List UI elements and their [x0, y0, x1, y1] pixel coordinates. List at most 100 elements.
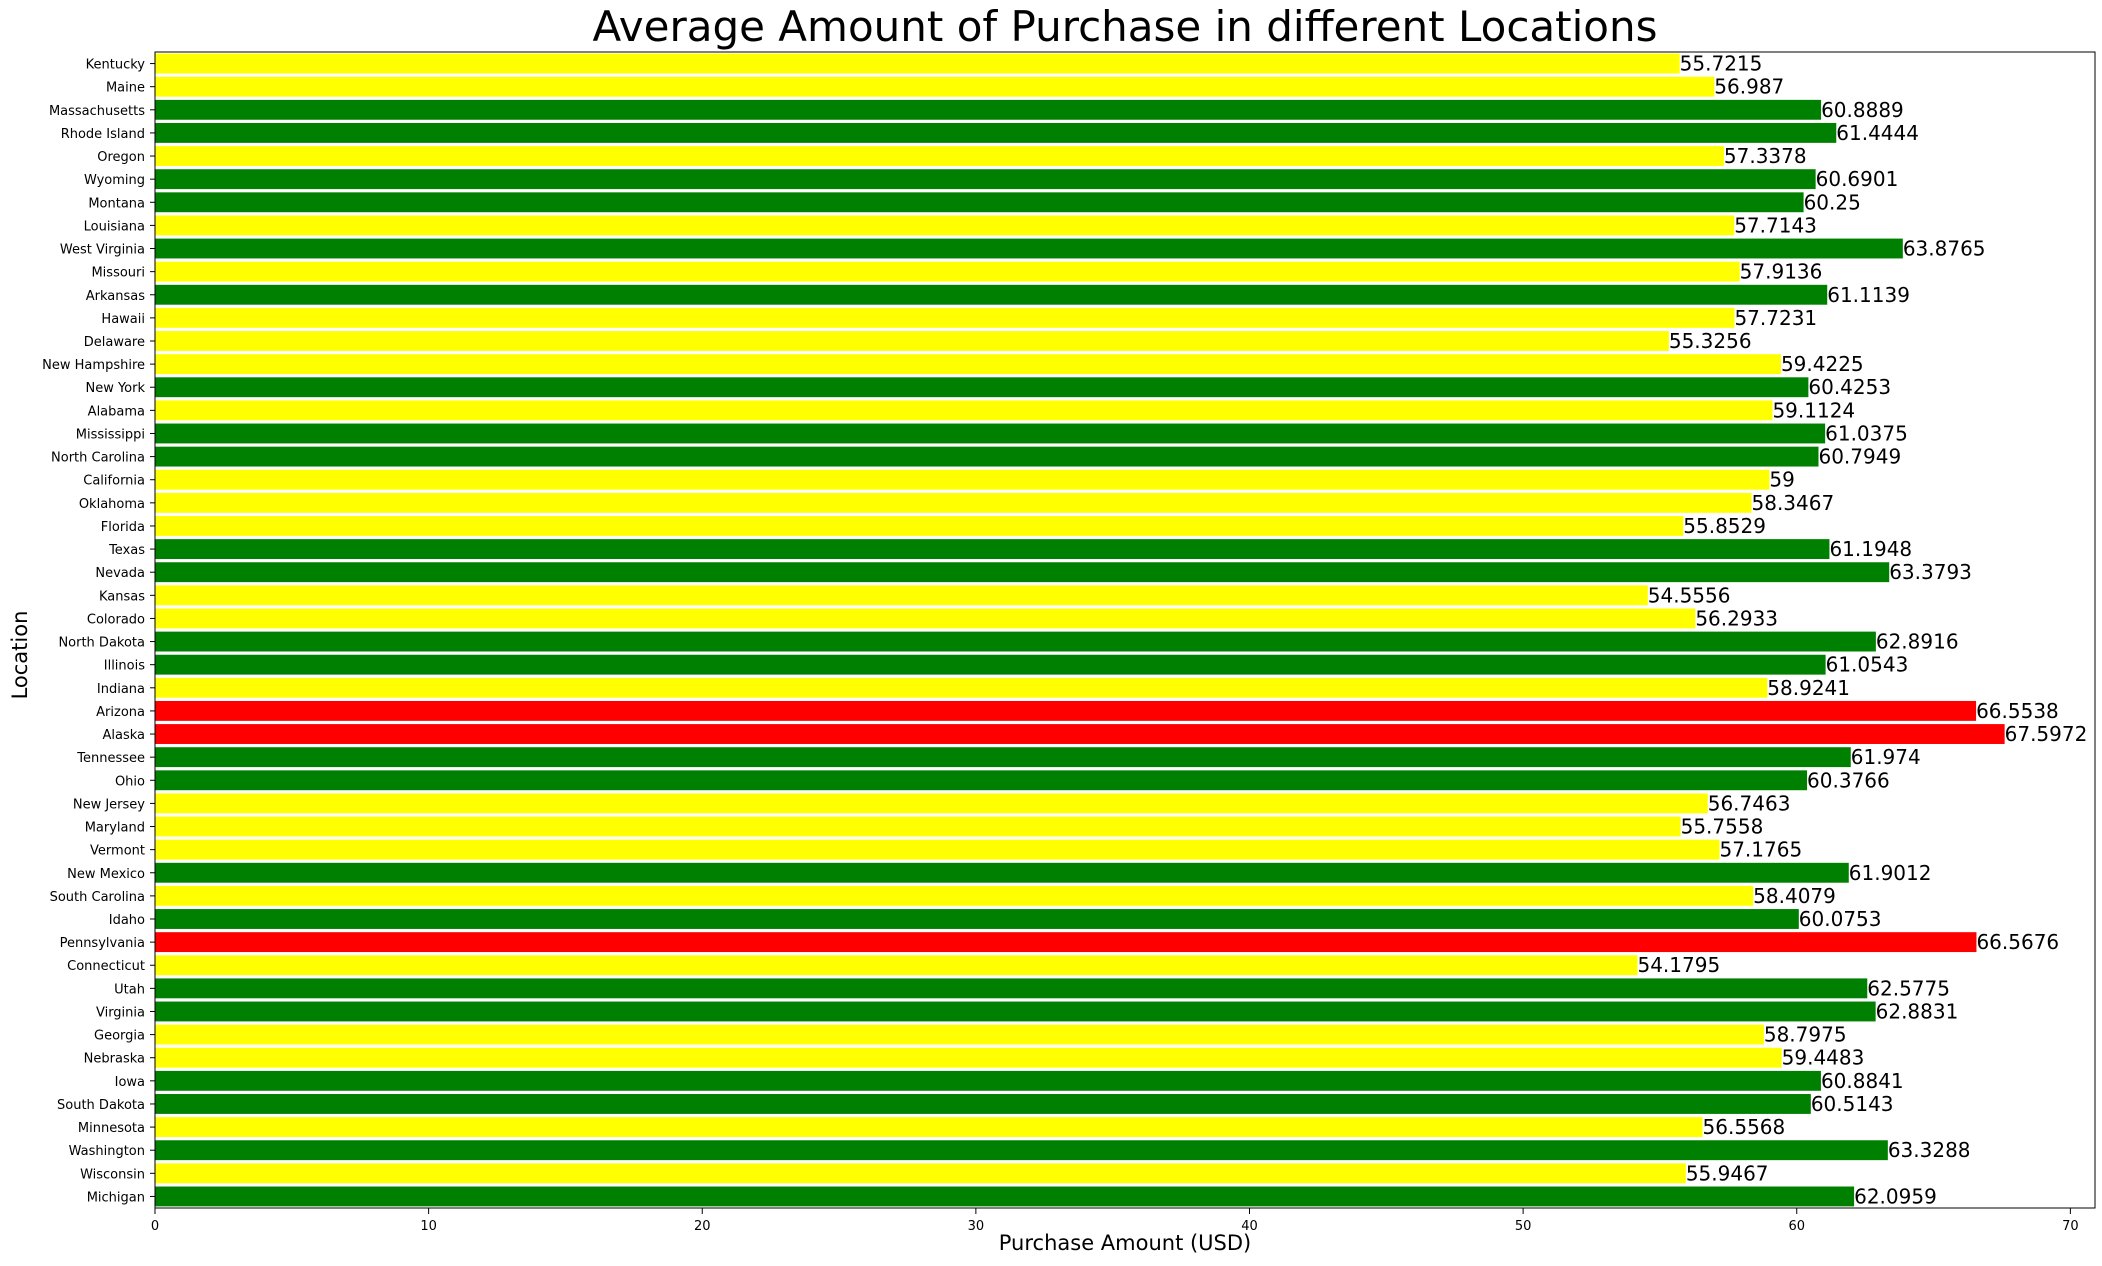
bar	[155, 1163, 1686, 1184]
y-tick-label: Washington	[69, 1144, 145, 1159]
bar-value-label: 56.7463	[1708, 791, 1791, 815]
y-tick-label: New Mexico	[67, 867, 145, 882]
bar-value-label: 63.3288	[1888, 1138, 1971, 1162]
y-tick-label: Louisiana	[84, 219, 145, 234]
bar-value-label: 60.6901	[1816, 167, 1899, 191]
bar-value-label: 54.5556	[1648, 583, 1731, 607]
bar-value-label: 57.7143	[1734, 213, 1817, 237]
y-tick-label: Michigan	[87, 1190, 145, 1205]
y-tick-label: South Carolina	[50, 890, 145, 905]
bar-value-label: 60.7949	[1818, 445, 1901, 469]
bar	[155, 53, 1680, 74]
y-tick-label: New Jersey	[73, 797, 145, 812]
bar-value-label: 62.8831	[1876, 999, 1959, 1023]
bar-value-label: 57.7231	[1734, 306, 1817, 330]
bar-value-label: 55.3256	[1669, 329, 1752, 353]
y-tick-label: Oregon	[97, 150, 145, 165]
y-tick-label: Georgia	[94, 1029, 145, 1044]
bar	[155, 562, 1890, 583]
bar	[155, 516, 1684, 536]
bar-value-label: 58.4079	[1753, 884, 1836, 908]
bar	[155, 654, 1826, 675]
x-tick-label: 40	[1241, 1219, 1258, 1234]
y-tick-label: Utah	[114, 982, 145, 997]
bar-value-label: 61.1139	[1827, 283, 1910, 307]
bar-value-label: 58.7975	[1764, 1023, 1847, 1047]
bar-value-label: 62.5775	[1867, 976, 1950, 1000]
bar	[155, 1186, 1855, 1207]
bar	[155, 238, 1903, 259]
y-tick-label: Idaho	[109, 913, 145, 928]
bar	[155, 284, 1828, 305]
bar	[155, 978, 1868, 999]
bar-value-label: 61.0375	[1825, 421, 1908, 445]
y-tick-label: Rhode Island	[61, 127, 145, 142]
bar	[155, 816, 1681, 837]
bar-value-label: 67.5972	[2005, 722, 2088, 746]
bar-value-label: 59.4225	[1781, 352, 1864, 376]
y-tick-label: North Carolina	[51, 451, 145, 466]
bar-value-label: 60.8841	[1821, 1069, 1904, 1093]
bar	[155, 839, 1720, 860]
y-tick-label: New Hampshire	[42, 358, 145, 373]
bar	[155, 354, 1781, 375]
bar	[155, 446, 1819, 467]
y-tick-label: West Virginia	[60, 243, 145, 258]
y-axis-label: Location	[8, 610, 32, 700]
bar	[155, 955, 1638, 976]
bar	[155, 885, 1754, 906]
bar	[155, 1140, 1888, 1161]
bar	[155, 192, 1804, 213]
y-tick-label: Kansas	[99, 589, 145, 604]
bar	[155, 608, 1696, 629]
x-tick-label: 10	[420, 1219, 437, 1234]
y-tick-label: Illinois	[104, 659, 145, 674]
bar-value-label: 66.5676	[1976, 930, 2059, 954]
y-tick-label: Connecticut	[67, 959, 145, 974]
bar-value-label: 60.0753	[1799, 907, 1882, 931]
bar	[155, 146, 1724, 166]
bar-value-label: 60.5143	[1811, 1092, 1894, 1116]
y-tick-label: Alaska	[102, 728, 145, 743]
x-tick-label: 60	[1788, 1219, 1805, 1234]
bar-value-label: 62.8916	[1876, 630, 1959, 654]
bar-value-label: 56.2933	[1695, 606, 1778, 630]
y-tick-label: Alabama	[88, 404, 145, 419]
bar	[155, 423, 1826, 444]
bar	[155, 747, 1851, 768]
bar	[155, 169, 1816, 190]
bar-value-label: 57.3378	[1724, 144, 1807, 168]
bar	[155, 862, 1849, 883]
bar	[155, 770, 1808, 791]
bar-value-label: 55.7215	[1680, 52, 1763, 76]
bar-value-label: 62.0959	[1854, 1184, 1937, 1208]
bar	[155, 677, 1768, 698]
bar	[155, 215, 1735, 236]
bar	[155, 909, 1799, 929]
y-tick-label: Mississippi	[76, 427, 145, 442]
y-tick-label: South Dakota	[57, 1098, 145, 1113]
bar	[155, 469, 1770, 490]
y-tick-label: Massachusetts	[49, 104, 145, 119]
plot-frame	[154, 51, 2096, 1209]
bar-value-label: 61.1948	[1829, 537, 1912, 561]
bar	[155, 307, 1735, 328]
y-tick-label: Nebraska	[84, 1052, 145, 1067]
bar	[155, 1094, 1811, 1114]
y-tick-label: Wyoming	[84, 173, 145, 188]
bar-value-label: 55.9467	[1686, 1161, 1769, 1185]
bar	[155, 1047, 1782, 1068]
y-tick-label: Delaware	[84, 335, 145, 350]
bar-value-label: 60.3766	[1807, 768, 1890, 792]
y-tick-label: North Dakota	[58, 636, 145, 651]
y-tick-label: Ohio	[115, 774, 145, 789]
y-tick-label: California	[83, 474, 145, 489]
y-tick-label: Missouri	[91, 266, 145, 281]
bar-value-label: 59.4483	[1782, 1046, 1865, 1070]
bar	[155, 1024, 1764, 1045]
bar	[155, 700, 1977, 721]
bar-value-label: 63.8765	[1903, 237, 1986, 261]
bar-value-label: 58.9241	[1767, 676, 1850, 700]
bar-value-label: 55.8529	[1683, 514, 1766, 538]
